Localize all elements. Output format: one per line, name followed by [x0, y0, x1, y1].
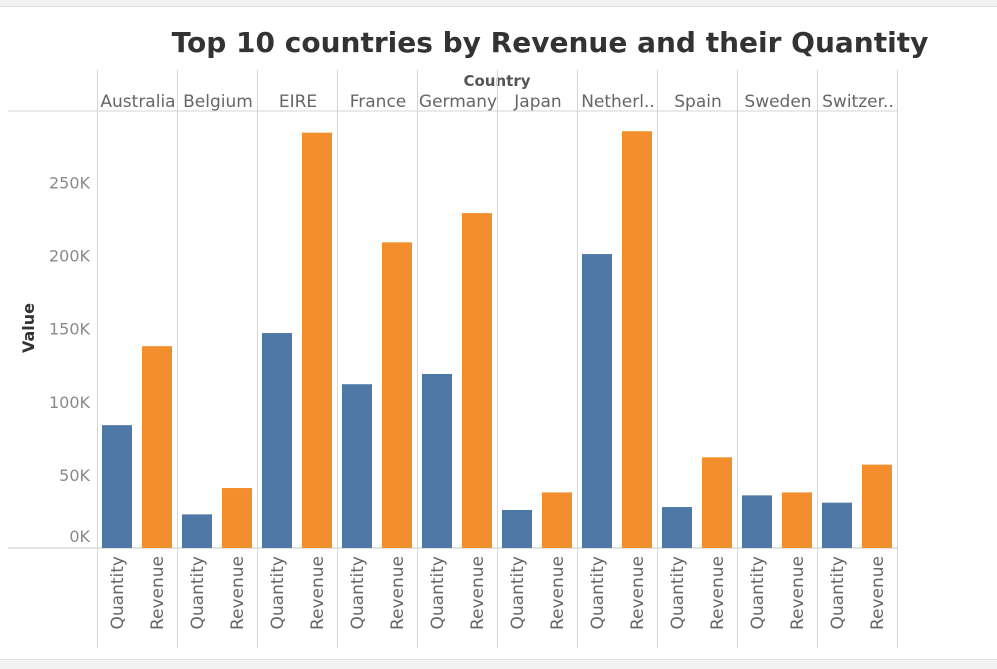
window-top-strip: [0, 0, 997, 7]
y-tick-label: 200K: [49, 247, 91, 266]
bar-revenue: [142, 346, 172, 548]
country-label: Japan: [513, 92, 561, 112]
bar-revenue: [702, 457, 732, 548]
measure-label: Revenue: [388, 556, 408, 630]
bar-revenue: [782, 492, 812, 548]
country-label: Belgium: [183, 92, 253, 112]
y-tick-label: 150K: [49, 320, 91, 339]
axis-labels: 0K 50K 100K 150K 200K 250K Australia Quantity Re…: [49, 92, 894, 630]
bars: [102, 131, 892, 548]
measure-label: Quantity: [428, 556, 448, 629]
measure-label: Revenue: [788, 556, 808, 630]
country-label: Australia: [100, 92, 175, 112]
country-label: Netherl..: [581, 92, 655, 112]
bar-quantity: [102, 425, 132, 548]
country-label: EIRE: [279, 92, 317, 112]
measure-label: Quantity: [348, 556, 368, 629]
measure-label: Revenue: [708, 556, 728, 630]
country-label: Spain: [674, 92, 722, 112]
measure-label: Quantity: [588, 556, 608, 629]
bar-revenue: [302, 132, 332, 548]
y-axis-label: Value: [19, 303, 38, 353]
measure-label: Revenue: [148, 556, 168, 630]
bar-quantity: [422, 373, 452, 548]
bar-quantity: [822, 502, 852, 548]
y-tick-label: 50K: [59, 466, 90, 485]
bar-revenue: [462, 213, 492, 548]
y-tick-label: 250K: [49, 173, 91, 192]
bar-quantity: [502, 509, 532, 548]
window-bottom-strip: [0, 659, 997, 669]
panel-dividers: [8, 70, 898, 648]
y-tick-label: 0K: [69, 527, 90, 546]
bar-quantity: [662, 507, 692, 548]
country-label: Switzer..: [822, 92, 894, 112]
bar-revenue: [222, 488, 252, 548]
bar-quantity: [262, 333, 292, 548]
bar-revenue: [382, 242, 412, 548]
measure-label: Revenue: [548, 556, 568, 630]
bar-revenue: [862, 464, 892, 548]
bar-quantity: [582, 254, 612, 548]
measure-label: Revenue: [228, 556, 248, 630]
measure-label: Quantity: [188, 556, 208, 629]
measure-label: Revenue: [308, 556, 328, 630]
bar-quantity: [742, 495, 772, 548]
chart-title: Top 10 countries by Revenue and their Qu…: [172, 26, 929, 59]
country-label: France: [350, 92, 407, 112]
bar-quantity: [182, 514, 212, 548]
measure-label: Quantity: [748, 556, 768, 629]
measure-label: Quantity: [108, 556, 128, 629]
bar-quantity: [342, 384, 372, 548]
measure-label: Quantity: [828, 556, 848, 629]
bar-revenue: [622, 131, 652, 548]
y-tick-label: 100K: [49, 393, 91, 412]
measure-label: Quantity: [668, 556, 688, 629]
bar-revenue: [542, 492, 572, 548]
measure-label: Revenue: [628, 556, 648, 630]
measure-label: Revenue: [868, 556, 888, 630]
measure-label: Revenue: [468, 556, 488, 630]
country-label: Sweden: [744, 92, 811, 112]
country-label: Germany: [419, 92, 497, 112]
measure-label: Quantity: [508, 556, 528, 629]
measure-label: Quantity: [268, 556, 288, 629]
